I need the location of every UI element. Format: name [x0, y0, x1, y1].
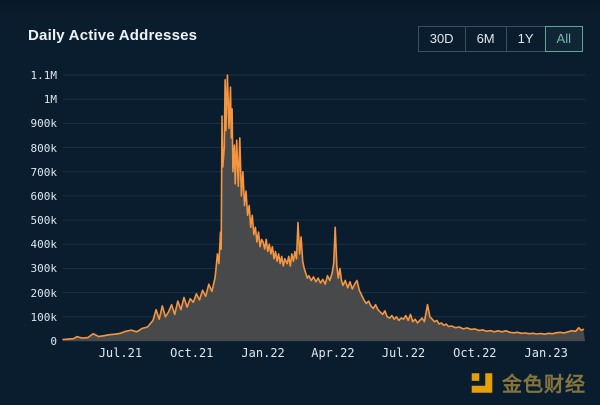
page-title: Daily Active Addresses [28, 27, 198, 44]
watermark-text: 金色财经 [502, 372, 586, 396]
area-fill [63, 75, 585, 341]
range-button-all[interactable]: All [544, 26, 583, 52]
line-series [62, 74, 585, 341]
jinse-logo-icon [471, 372, 493, 393]
watermark: 金色财经 [469, 368, 586, 397]
range-selector: 30D 6M 1Y All [417, 26, 583, 52]
